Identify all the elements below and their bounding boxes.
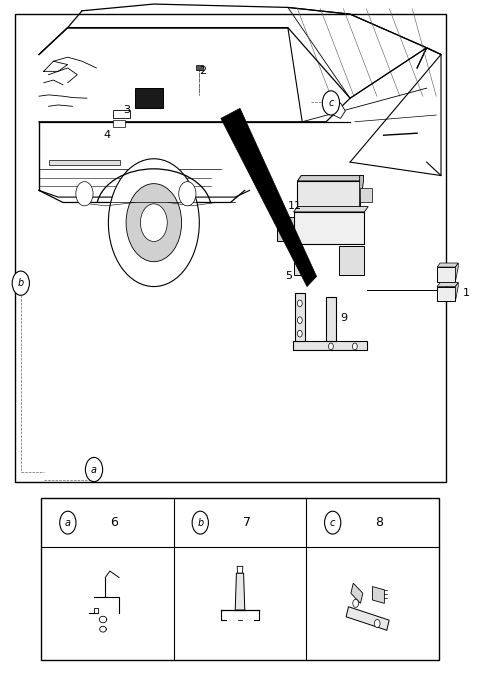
Circle shape — [324, 511, 341, 534]
Text: a: a — [65, 518, 71, 528]
Polygon shape — [295, 293, 305, 341]
Polygon shape — [277, 217, 294, 241]
Circle shape — [374, 619, 380, 627]
Polygon shape — [372, 586, 384, 603]
Circle shape — [298, 330, 302, 337]
Polygon shape — [221, 109, 317, 286]
Circle shape — [179, 181, 196, 206]
Text: a: a — [91, 464, 97, 474]
Text: 3: 3 — [123, 104, 130, 115]
Text: 2: 2 — [199, 66, 206, 76]
Circle shape — [353, 599, 359, 607]
Text: 4: 4 — [104, 130, 111, 140]
Polygon shape — [298, 175, 363, 181]
Polygon shape — [94, 608, 98, 613]
Polygon shape — [237, 566, 243, 573]
Polygon shape — [456, 282, 458, 301]
Circle shape — [352, 343, 357, 350]
Polygon shape — [437, 267, 456, 282]
Circle shape — [192, 511, 208, 534]
Text: c: c — [330, 518, 336, 528]
Text: b: b — [197, 518, 204, 528]
Polygon shape — [346, 607, 389, 630]
Polygon shape — [196, 65, 203, 70]
Text: 6: 6 — [110, 516, 118, 529]
Polygon shape — [456, 263, 458, 282]
Polygon shape — [437, 282, 458, 286]
Bar — [15, 14, 446, 482]
Circle shape — [141, 204, 167, 241]
Text: 9: 9 — [340, 313, 348, 323]
Circle shape — [108, 159, 199, 286]
Circle shape — [298, 317, 302, 324]
Text: c: c — [328, 98, 334, 108]
Polygon shape — [294, 206, 368, 212]
Polygon shape — [360, 187, 372, 202]
Polygon shape — [294, 212, 364, 244]
Text: 8: 8 — [375, 516, 383, 529]
Polygon shape — [333, 103, 345, 119]
Polygon shape — [135, 88, 163, 109]
Polygon shape — [437, 263, 458, 267]
Circle shape — [298, 300, 302, 307]
Text: 5: 5 — [286, 272, 292, 282]
Circle shape — [328, 343, 333, 350]
Polygon shape — [298, 181, 360, 209]
Bar — [41, 499, 439, 660]
Polygon shape — [326, 297, 336, 341]
Circle shape — [12, 271, 29, 295]
Polygon shape — [48, 160, 120, 166]
Text: 7: 7 — [242, 516, 251, 529]
Text: 11: 11 — [288, 201, 302, 211]
Polygon shape — [113, 120, 125, 127]
Polygon shape — [235, 573, 245, 610]
Circle shape — [126, 183, 181, 262]
Polygon shape — [339, 245, 364, 275]
Text: 1: 1 — [463, 288, 469, 299]
Text: 10: 10 — [288, 239, 302, 249]
Polygon shape — [360, 175, 363, 209]
Text: b: b — [18, 278, 24, 288]
Polygon shape — [351, 583, 363, 603]
Polygon shape — [294, 245, 302, 275]
Polygon shape — [113, 110, 130, 119]
Circle shape — [60, 511, 76, 534]
Circle shape — [76, 181, 93, 206]
Circle shape — [85, 458, 103, 482]
Polygon shape — [437, 286, 456, 301]
Circle shape — [323, 91, 339, 115]
Polygon shape — [293, 341, 367, 350]
